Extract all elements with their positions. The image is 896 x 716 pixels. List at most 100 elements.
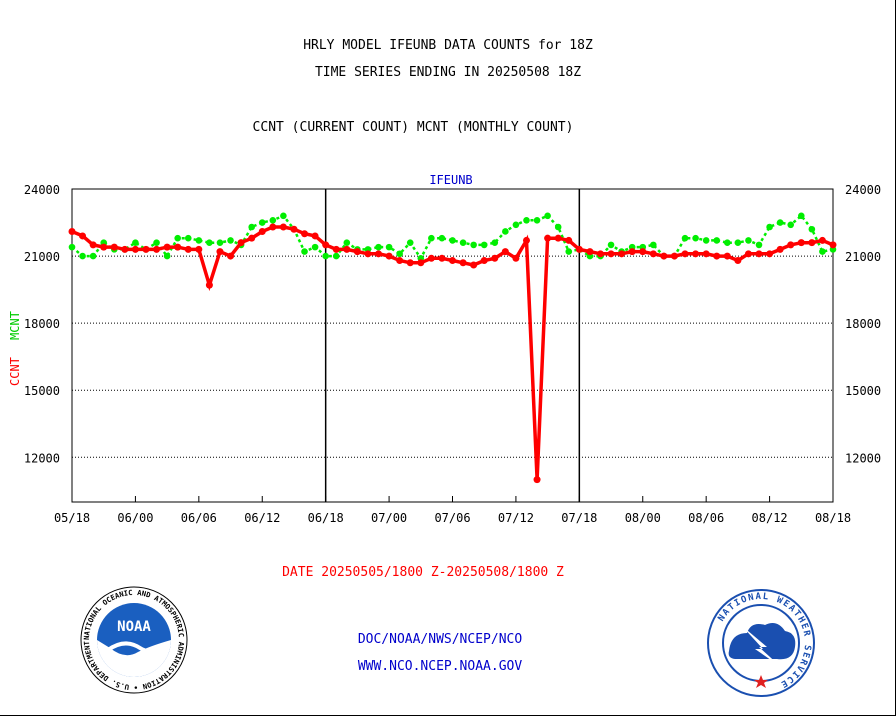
point-mcnt — [745, 237, 752, 244]
point-mcnt — [184, 234, 192, 242]
point-mcnt — [280, 212, 287, 220]
xtick-label: 07/00 — [371, 511, 407, 525]
point-ccnt — [459, 259, 467, 267]
ytick-label-right: 18000 — [845, 317, 881, 331]
point-ccnt — [153, 245, 161, 253]
point-mcnt — [449, 237, 456, 244]
point-mcnt — [79, 252, 86, 260]
point-ccnt — [385, 252, 393, 260]
point-mcnt — [216, 239, 224, 246]
point-mcnt — [470, 241, 477, 249]
point-ccnt — [723, 252, 731, 260]
series-line-ccnt — [71, 225, 834, 480]
credit-line-2: WWW.NCO.NCEP.NOAA.GOV — [357, 659, 523, 674]
point-ccnt — [575, 245, 583, 253]
credit-line-1: DOC/NOAA/NWS/NCEP/NCO — [357, 632, 523, 647]
point-mcnt — [755, 241, 763, 249]
point-ccnt — [797, 239, 805, 247]
point-ccnt — [607, 250, 615, 258]
point-ccnt — [131, 245, 139, 253]
point-mcnt — [438, 234, 446, 242]
point-ccnt — [427, 254, 435, 262]
point-ccnt — [205, 281, 213, 289]
point-mcnt — [385, 243, 393, 251]
point-mcnt — [533, 217, 541, 224]
point-ccnt — [216, 248, 224, 256]
point-mcnt — [396, 250, 403, 258]
ylabel-mcnt: MCNT — [8, 311, 22, 340]
point-mcnt — [332, 252, 340, 260]
point-mcnt — [650, 241, 657, 249]
point-mcnt — [343, 239, 351, 246]
point-mcnt — [523, 217, 530, 224]
ytick-label-right: 15000 — [845, 384, 881, 398]
xtick-label: 07/06 — [434, 511, 470, 525]
title-line-1: HRLY MODEL IFEUNB DATA COUNTS for 18Z — [303, 38, 593, 53]
point-ccnt — [596, 250, 604, 258]
ytick-label-right: 21000 — [845, 250, 881, 264]
ytick-label-left: 12000 — [24, 451, 60, 465]
point-mcnt — [153, 239, 160, 246]
point-ccnt — [311, 232, 319, 240]
point-ccnt — [660, 252, 668, 260]
point-mcnt — [797, 212, 805, 220]
title-line-2: TIME SERIES ENDING IN 20250508 18Z — [314, 65, 582, 80]
point-mcnt — [512, 221, 520, 229]
point-mcnt — [258, 219, 266, 226]
point-ccnt — [290, 225, 298, 233]
point-mcnt — [607, 241, 615, 249]
xtick-label: 06/12 — [244, 511, 280, 525]
point-mcnt — [554, 223, 562, 231]
point-mcnt — [174, 234, 181, 242]
point-mcnt — [724, 239, 731, 246]
point-mcnt — [248, 223, 255, 231]
point-mcnt — [375, 243, 382, 251]
point-ccnt — [766, 250, 774, 258]
point-ccnt — [195, 245, 203, 253]
xtick-label: 05/18 — [54, 511, 90, 525]
point-ccnt — [565, 236, 573, 244]
ylabel-ccnt: CCNT — [8, 357, 22, 386]
point-ccnt — [375, 250, 383, 258]
point-ccnt — [237, 239, 245, 247]
chart-title: IFEUNB — [429, 173, 472, 187]
point-ccnt — [649, 250, 657, 258]
point-ccnt — [142, 245, 150, 253]
point-ccnt — [776, 245, 784, 253]
point-ccnt — [554, 234, 562, 242]
point-mcnt — [819, 248, 826, 255]
ytick-label-left: 24000 — [24, 183, 60, 197]
point-mcnt — [227, 237, 234, 244]
point-ccnt — [322, 241, 330, 249]
point-mcnt — [322, 252, 329, 260]
point-ccnt — [544, 234, 552, 242]
point-ccnt — [734, 257, 742, 265]
point-mcnt — [491, 239, 499, 246]
point-mcnt — [269, 217, 277, 224]
point-mcnt — [787, 221, 795, 229]
point-ccnt — [258, 227, 266, 235]
point-ccnt — [681, 250, 689, 258]
point-ccnt — [68, 227, 76, 235]
point-ccnt — [755, 250, 763, 258]
point-ccnt — [480, 257, 488, 265]
point-mcnt — [206, 239, 213, 246]
point-ccnt — [184, 245, 192, 253]
point-mcnt — [301, 248, 308, 255]
point-ccnt — [818, 236, 826, 244]
point-ccnt — [702, 250, 710, 258]
point-ccnt — [364, 250, 372, 258]
point-ccnt — [787, 241, 795, 249]
point-mcnt — [459, 239, 467, 246]
point-ccnt — [332, 245, 340, 253]
point-mcnt — [766, 223, 773, 231]
point-ccnt — [808, 239, 816, 247]
xtick-label: 07/18 — [561, 511, 597, 525]
point-ccnt — [670, 252, 678, 260]
point-ccnt — [470, 261, 478, 269]
point-ccnt — [353, 248, 361, 256]
point-ccnt — [406, 259, 414, 267]
point-ccnt — [110, 243, 118, 251]
ytick-label-right: 12000 — [845, 451, 881, 465]
